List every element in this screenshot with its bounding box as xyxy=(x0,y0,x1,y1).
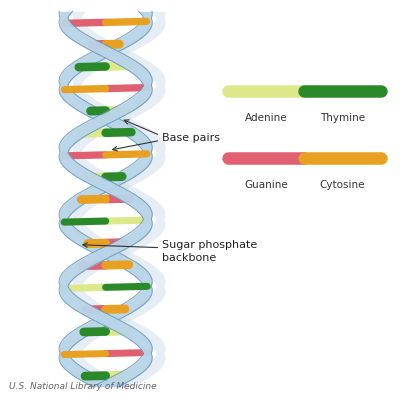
Text: Adenine: Adenine xyxy=(245,113,287,123)
Text: Base pairs: Base pairs xyxy=(162,134,220,144)
Text: Sugar phosphate
backbone: Sugar phosphate backbone xyxy=(162,240,258,263)
Text: U.S. National Library of Medicine: U.S. National Library of Medicine xyxy=(9,382,157,391)
Text: Guanine: Guanine xyxy=(244,180,288,190)
Text: Cytosine: Cytosine xyxy=(320,180,365,190)
Text: Thymine: Thymine xyxy=(320,113,365,123)
